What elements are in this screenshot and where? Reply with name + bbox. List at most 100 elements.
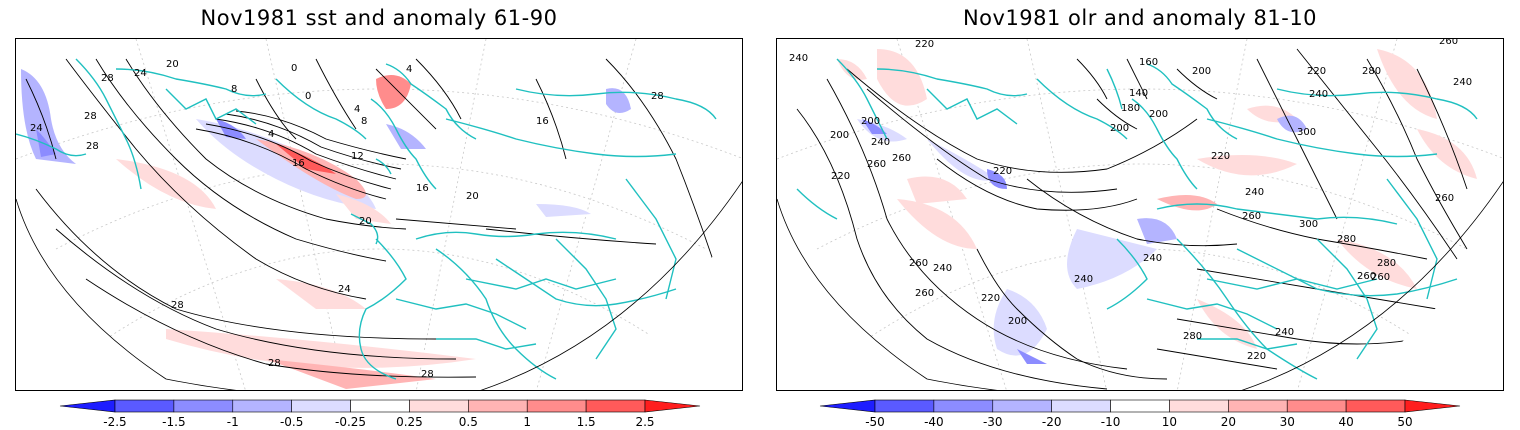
- colorbar-bin: [934, 400, 993, 412]
- colorbar-tick-label: -0.5: [280, 415, 303, 429]
- colorbar-tick-label: 1: [523, 415, 531, 429]
- contour-label: 16: [416, 183, 429, 194]
- colorbar-tick-label: 10: [1162, 415, 1177, 429]
- colorbar-bin: [1346, 400, 1405, 412]
- contour-label: 240: [1309, 89, 1328, 100]
- colorbar-bin: [351, 400, 410, 412]
- contour-label: 20: [166, 59, 179, 70]
- sst-contour-labels: 28 28 24 24 28 0 4 8 4 0 8 4 16 12 16 20…: [30, 59, 664, 380]
- contour-label: 220: [1307, 66, 1326, 77]
- olr-anomaly-shading: [837, 49, 1477, 364]
- olr-colorbar: -50 -40 -30 -20 -10 10 20 30 40 50: [815, 398, 1465, 430]
- contour-label: 24: [338, 284, 351, 295]
- contour-label: 300: [1299, 219, 1318, 230]
- contour-label: 240: [933, 263, 952, 274]
- map-outside-mask: [16, 199, 166, 391]
- colorbar-bin: [468, 400, 527, 412]
- colorbar-bin: [292, 400, 351, 412]
- contour-label: 220: [1211, 151, 1230, 162]
- contour-label: 220: [831, 171, 850, 182]
- contour-label: 200: [861, 116, 880, 127]
- contour-label: 260: [1435, 193, 1454, 204]
- colorbar-tick-label: 0.25: [396, 415, 423, 429]
- colorbar-tick-label: 1.5: [577, 415, 596, 429]
- contour-label: 240: [1453, 77, 1472, 88]
- colorbar-tick-label: 0.5: [459, 415, 478, 429]
- contour-label: 4: [354, 104, 360, 115]
- sst-colorbar: -2.5 -1.5 -1 -0.5 -0.25 0.25 0.5 1 1.5 2.5: [55, 398, 705, 430]
- colorbar-bin: [233, 400, 292, 412]
- colorbar-upper-extension: [1405, 400, 1460, 412]
- contour-label: 140: [1129, 88, 1148, 99]
- colorbar-bin: [1228, 400, 1287, 412]
- colorbar-tick-label: -1.5: [162, 415, 185, 429]
- colorbar-tick-label: -1: [227, 415, 239, 429]
- colorbar-bin: [115, 400, 174, 412]
- colorbar-bin: [1169, 400, 1228, 412]
- contour-label: 0: [291, 63, 297, 74]
- contour-label: 200: [1110, 123, 1129, 134]
- colorbar-tick-label: 20: [1221, 415, 1236, 429]
- colorbar-bin: [1052, 400, 1111, 412]
- contour-label: 280: [1337, 234, 1356, 245]
- contour-label: 8: [231, 84, 237, 95]
- colorbar-bin: [409, 400, 468, 412]
- contour-label: 240: [1275, 327, 1294, 338]
- contour-label: 28: [171, 300, 184, 311]
- contour-label: 280: [1183, 331, 1202, 342]
- contour-label: 240: [1074, 274, 1093, 285]
- contour-label: 300: [1297, 127, 1316, 138]
- contour-label: 200: [1192, 66, 1211, 77]
- contour-label: 24: [30, 123, 43, 134]
- contour-label: 200: [1008, 316, 1027, 327]
- map-outside-mask: [777, 199, 927, 391]
- contour-label: 260: [915, 288, 934, 299]
- contour-label: 4: [406, 64, 412, 75]
- contour-label: 160: [1139, 57, 1158, 68]
- map-outside-mask: [1337, 179, 1504, 391]
- contour-label: 16: [292, 158, 305, 169]
- olr-map-canvas: 240 220 160 140 180 200 200 220 280 240 …: [777, 39, 1504, 391]
- contour-label: 280: [1362, 66, 1381, 77]
- colorbar-bin: [1287, 400, 1346, 412]
- contour-label: 20: [359, 216, 372, 227]
- colorbar-tick-label: -20: [1042, 415, 1062, 429]
- colorbar-bin: [174, 400, 233, 412]
- contour-label: 200: [1149, 109, 1168, 120]
- colorbar-tick-label: 40: [1338, 415, 1353, 429]
- contour-label: 28: [86, 141, 99, 152]
- colorbar-bin: [527, 400, 586, 412]
- colorbar-tick-label: -50: [865, 415, 885, 429]
- map-outside-mask: [576, 179, 743, 391]
- colorbar-tick-label: -40: [924, 415, 944, 429]
- contour-label: 240: [789, 53, 808, 64]
- contour-label: 240: [1245, 187, 1264, 198]
- contour-label: 28: [101, 73, 114, 84]
- contour-label: 260: [867, 159, 886, 170]
- contour-label: 16: [536, 116, 549, 127]
- contour-label: 28: [84, 111, 97, 122]
- sst-anomaly-map: 28 28 24 24 28 0 4 8 4 0 8 4 16 12 16 20…: [15, 38, 743, 391]
- colorbar-bin: [993, 400, 1052, 412]
- contour-label: 220: [1247, 351, 1266, 362]
- colorbar-tick-label: -30: [983, 415, 1003, 429]
- contour-label: 12: [351, 151, 364, 162]
- colorbar-tick-label: 50: [1397, 415, 1412, 429]
- colorbar-bin: [875, 400, 934, 412]
- colorbar-bin: [586, 400, 645, 412]
- colorbar-tick-label: -2.5: [103, 415, 126, 429]
- contour-label: 280: [1377, 258, 1396, 269]
- colorbar-tick-label: -0.25: [335, 415, 366, 429]
- contour-label: 28: [268, 358, 281, 369]
- contour-label: 8: [361, 116, 367, 127]
- contour-label: 260: [1242, 211, 1261, 222]
- contour-label: 240: [871, 137, 890, 148]
- contour-label: 220: [915, 39, 934, 50]
- olr-anomaly-map: 240 220 160 140 180 200 200 220 280 240 …: [776, 38, 1504, 391]
- contour-label: 28: [421, 369, 434, 380]
- contour-label: 220: [981, 293, 1000, 304]
- colorbar-tick-label: -10: [1101, 415, 1121, 429]
- colorbar-bin: [1111, 400, 1170, 412]
- contour-label: 260: [909, 258, 928, 269]
- colorbar-upper-extension: [645, 400, 700, 412]
